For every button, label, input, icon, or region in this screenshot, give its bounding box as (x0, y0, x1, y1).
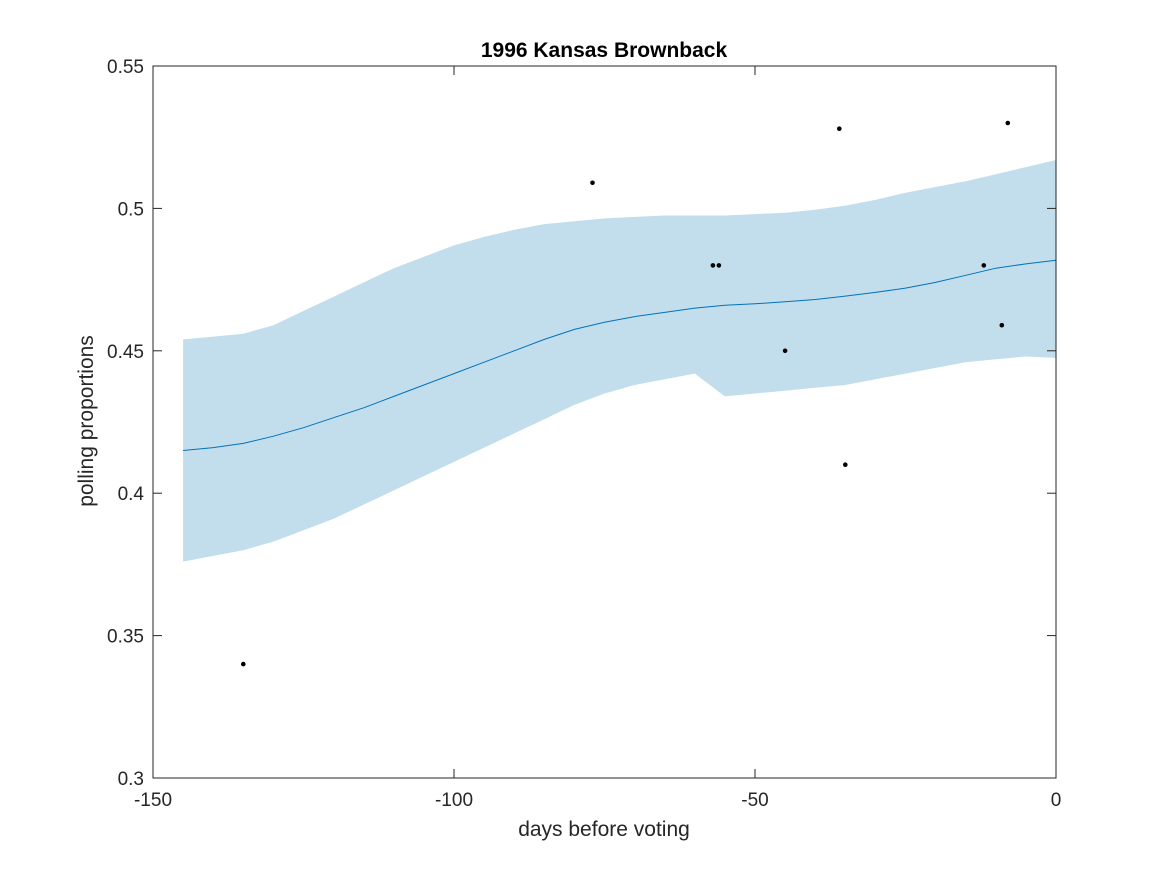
data-point (241, 661, 246, 667)
data-point (716, 263, 722, 268)
data-point (1005, 120, 1011, 126)
x-tick-label: -150 (134, 790, 172, 811)
plot-area: -150 -100 -50 0 0.3 0.35 0.4 0.45 0.5 0.55 (107, 57, 1061, 811)
y-tick-label: 0.55 (107, 57, 144, 78)
data-point (782, 348, 788, 354)
chart-title: 1996 Kansas Brownback (481, 39, 728, 62)
data-point (843, 462, 848, 468)
x-axis-label: days before voting (518, 818, 690, 841)
y-tick-label: 0.45 (107, 342, 144, 363)
axes-box (152, 65, 1057, 779)
data-point (590, 180, 595, 186)
confidence-band (183, 160, 1057, 562)
mean-line (183, 259, 1057, 451)
x-tick-label: -50 (741, 790, 768, 811)
y-tick-label: 0.3 (118, 769, 144, 790)
y-tick-label: 0.4 (118, 484, 145, 505)
data-point (999, 322, 1005, 328)
y-tick-label: 0.5 (118, 199, 144, 220)
data-point (981, 263, 987, 268)
y-tick-label: 0.35 (107, 627, 144, 648)
data-point (837, 126, 842, 131)
y-axis-label: polling proportions (75, 335, 98, 507)
x-tick-label: -100 (435, 790, 473, 811)
x-tick-label: 0 (1051, 790, 1062, 811)
data-point (710, 263, 716, 268)
